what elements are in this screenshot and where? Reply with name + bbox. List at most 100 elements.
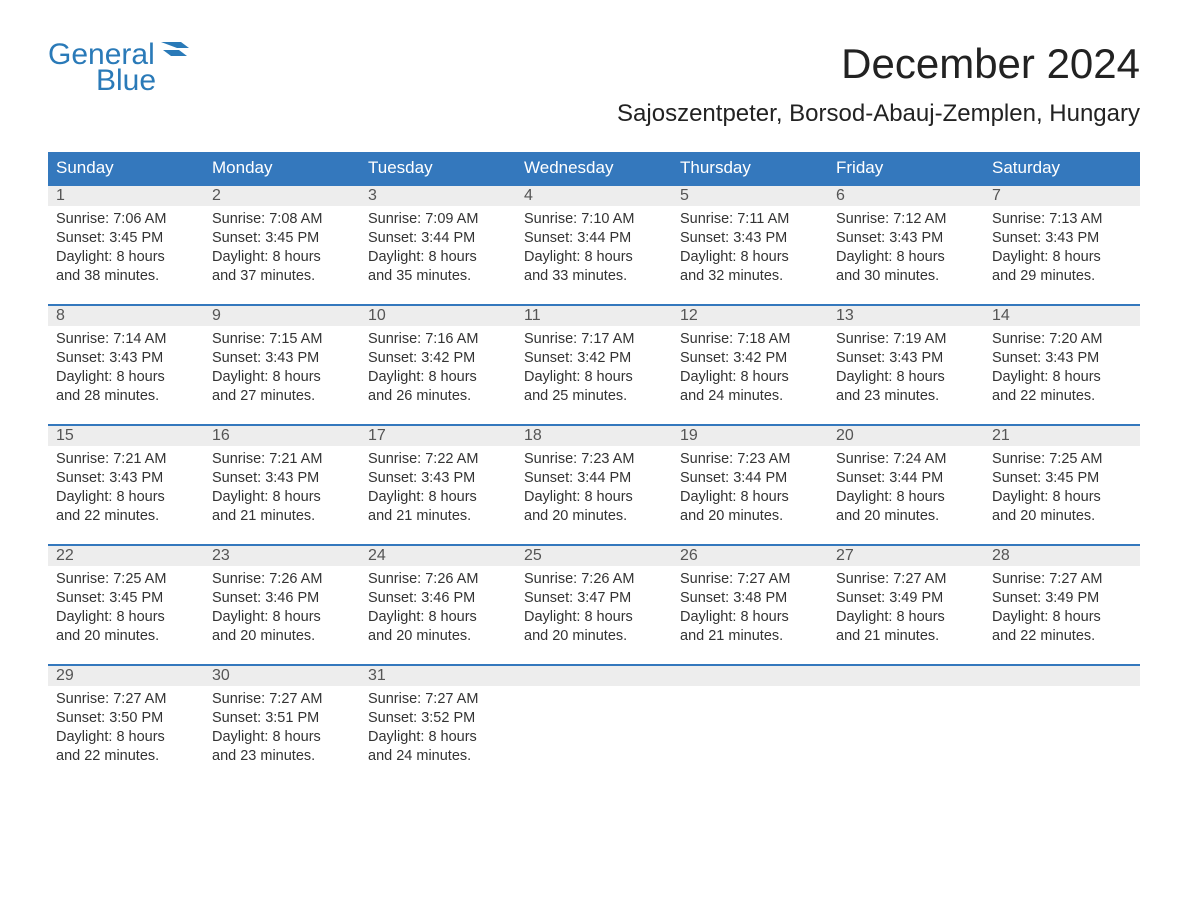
day-dl2: and 22 minutes. <box>56 507 196 526</box>
day-number: 23 <box>212 547 230 564</box>
daynum-row: 9 <box>204 306 360 326</box>
day-number: 29 <box>56 667 74 684</box>
day-dl2: and 22 minutes. <box>992 387 1132 406</box>
daynum-row: 7 <box>984 186 1140 206</box>
day-dl1: Daylight: 8 hours <box>836 488 976 507</box>
day-body: Sunrise: 7:10 AMSunset: 3:44 PMDaylight:… <box>516 206 672 291</box>
day-sunset: Sunset: 3:44 PM <box>368 229 508 248</box>
calendar-week: 8Sunrise: 7:14 AMSunset: 3:43 PMDaylight… <box>48 304 1140 412</box>
day-body: Sunrise: 7:23 AMSunset: 3:44 PMDaylight:… <box>516 446 672 531</box>
day-dl1: Daylight: 8 hours <box>56 248 196 267</box>
calendar-day: 15Sunrise: 7:21 AMSunset: 3:43 PMDayligh… <box>48 426 204 532</box>
calendar-week: 29Sunrise: 7:27 AMSunset: 3:50 PMDayligh… <box>48 664 1140 772</box>
dow-thursday: Thursday <box>672 152 828 184</box>
day-body: Sunrise: 7:11 AMSunset: 3:43 PMDaylight:… <box>672 206 828 291</box>
daynum-row: 21 <box>984 426 1140 446</box>
day-dl1: Daylight: 8 hours <box>992 368 1132 387</box>
day-dl1: Daylight: 8 hours <box>992 248 1132 267</box>
day-body: Sunrise: 7:26 AMSunset: 3:46 PMDaylight:… <box>204 566 360 651</box>
day-body: Sunrise: 7:27 AMSunset: 3:49 PMDaylight:… <box>828 566 984 651</box>
dow-tuesday: Tuesday <box>360 152 516 184</box>
day-dl1: Daylight: 8 hours <box>368 608 508 627</box>
day-dl1: Daylight: 8 hours <box>836 248 976 267</box>
day-body: Sunrise: 7:26 AMSunset: 3:46 PMDaylight:… <box>360 566 516 651</box>
day-dl2: and 35 minutes. <box>368 267 508 286</box>
day-dl2: and 20 minutes. <box>368 627 508 646</box>
day-dl1: Daylight: 8 hours <box>680 608 820 627</box>
day-number: 5 <box>680 187 689 204</box>
day-dl2: and 33 minutes. <box>524 267 664 286</box>
day-number: 19 <box>680 427 698 444</box>
daynum-row: 5 <box>672 186 828 206</box>
daynum-row: 15 <box>48 426 204 446</box>
dow-wednesday: Wednesday <box>516 152 672 184</box>
calendar-day: 9Sunrise: 7:15 AMSunset: 3:43 PMDaylight… <box>204 306 360 412</box>
day-dl1: Daylight: 8 hours <box>212 608 352 627</box>
dow-saturday: Saturday <box>984 152 1140 184</box>
day-sunrise: Sunrise: 7:25 AM <box>992 450 1132 469</box>
day-dl1: Daylight: 8 hours <box>56 608 196 627</box>
day-sunrise: Sunrise: 7:16 AM <box>368 330 508 349</box>
daynum-row-empty <box>672 666 828 686</box>
day-sunset: Sunset: 3:42 PM <box>368 349 508 368</box>
day-sunrise: Sunrise: 7:14 AM <box>56 330 196 349</box>
day-sunset: Sunset: 3:44 PM <box>524 229 664 248</box>
day-body: Sunrise: 7:20 AMSunset: 3:43 PMDaylight:… <box>984 326 1140 411</box>
daynum-row: 27 <box>828 546 984 566</box>
day-dl1: Daylight: 8 hours <box>524 488 664 507</box>
day-body: Sunrise: 7:23 AMSunset: 3:44 PMDaylight:… <box>672 446 828 531</box>
day-dl2: and 32 minutes. <box>680 267 820 286</box>
calendar-day: 2Sunrise: 7:08 AMSunset: 3:45 PMDaylight… <box>204 186 360 292</box>
day-sunrise: Sunrise: 7:26 AM <box>368 570 508 589</box>
calendar-day <box>984 666 1140 772</box>
calendar-day: 26Sunrise: 7:27 AMSunset: 3:48 PMDayligh… <box>672 546 828 652</box>
day-body: Sunrise: 7:14 AMSunset: 3:43 PMDaylight:… <box>48 326 204 411</box>
day-sunset: Sunset: 3:49 PM <box>836 589 976 608</box>
calendar-week: 1Sunrise: 7:06 AMSunset: 3:45 PMDaylight… <box>48 184 1140 292</box>
day-sunrise: Sunrise: 7:08 AM <box>212 210 352 229</box>
day-sunset: Sunset: 3:45 PM <box>992 469 1132 488</box>
day-dl1: Daylight: 8 hours <box>836 368 976 387</box>
day-dl2: and 22 minutes. <box>992 627 1132 646</box>
day-sunset: Sunset: 3:43 PM <box>56 349 196 368</box>
day-dl1: Daylight: 8 hours <box>524 608 664 627</box>
day-dl1: Daylight: 8 hours <box>56 488 196 507</box>
day-number: 6 <box>836 187 845 204</box>
daynum-row: 23 <box>204 546 360 566</box>
daynum-row: 12 <box>672 306 828 326</box>
calendar-day: 13Sunrise: 7:19 AMSunset: 3:43 PMDayligh… <box>828 306 984 412</box>
daynum-row: 25 <box>516 546 672 566</box>
day-dl2: and 21 minutes. <box>836 627 976 646</box>
location-subtitle: Sajoszentpeter, Borsod-Abauj-Zemplen, Hu… <box>617 100 1140 128</box>
daynum-row: 31 <box>360 666 516 686</box>
day-body: Sunrise: 7:22 AMSunset: 3:43 PMDaylight:… <box>360 446 516 531</box>
day-sunset: Sunset: 3:42 PM <box>680 349 820 368</box>
day-number: 24 <box>368 547 386 564</box>
day-dl1: Daylight: 8 hours <box>680 488 820 507</box>
day-sunset: Sunset: 3:44 PM <box>836 469 976 488</box>
day-number: 10 <box>368 307 386 324</box>
title-block: December 2024 Sajoszentpeter, Borsod-Aba… <box>617 40 1140 128</box>
day-dl1: Daylight: 8 hours <box>212 488 352 507</box>
calendar-day: 21 Sunrise: 7:25 AMSunset: 3:45 PMDayligh… <box>984 426 1140 532</box>
daynum-row: 28 <box>984 546 1140 566</box>
calendar-day <box>516 666 672 772</box>
day-number: 14 <box>992 307 1010 324</box>
day-number: 21 <box>992 427 1010 444</box>
calendar-day: 14 Sunrise: 7:20 AMSunset: 3:43 PMDayligh… <box>984 306 1140 412</box>
day-body: Sunrise: 7:24 AMSunset: 3:44 PMDaylight:… <box>828 446 984 531</box>
day-dl1: Daylight: 8 hours <box>992 488 1132 507</box>
day-number: 16 <box>212 427 230 444</box>
day-sunset: Sunset: 3:46 PM <box>212 589 352 608</box>
day-number: 30 <box>212 667 230 684</box>
day-number: 12 <box>680 307 698 324</box>
day-dl1: Daylight: 8 hours <box>524 248 664 267</box>
day-sunset: Sunset: 3:52 PM <box>368 709 508 728</box>
daynum-row: 3 <box>360 186 516 206</box>
day-body: Sunrise: 7:06 AMSunset: 3:45 PMDaylight:… <box>48 206 204 291</box>
day-number: 20 <box>836 427 854 444</box>
calendar-week: 22Sunrise: 7:25 AMSunset: 3:45 PMDayligh… <box>48 544 1140 652</box>
day-dl1: Daylight: 8 hours <box>56 728 196 747</box>
month-title: December 2024 <box>617 40 1140 88</box>
day-sunset: Sunset: 3:43 PM <box>992 349 1132 368</box>
